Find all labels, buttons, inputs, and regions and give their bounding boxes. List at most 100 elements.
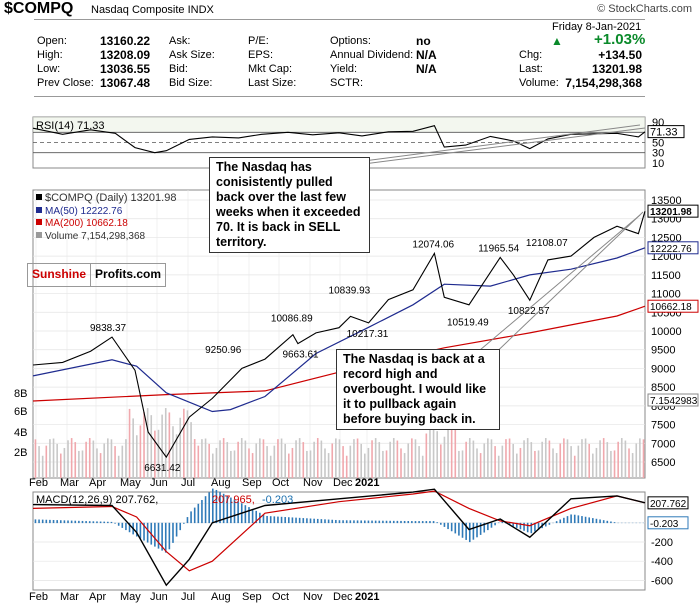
price-point-label: 9250.96 (205, 345, 242, 356)
macd-signal-label: 207.965, (212, 494, 255, 506)
macd-histogram-bar (570, 514, 572, 524)
macd-histogram-bar (476, 522, 478, 538)
price-point-label: 10822.57 (508, 306, 550, 317)
volume-bar (588, 443, 591, 478)
volume-bar (573, 455, 576, 478)
volume-bar (230, 450, 232, 478)
macd-histogram-bar (432, 521, 435, 524)
volume-bar (157, 429, 160, 478)
rsi-tick-label: 50 (652, 138, 664, 150)
quote-label: Yield: (330, 63, 358, 75)
volume-bar (150, 415, 153, 478)
volume-bar (251, 453, 254, 478)
macd-histogram-bar (306, 518, 308, 524)
macd-histogram-bar (103, 521, 106, 524)
volume-bar (99, 453, 102, 478)
legend-swatch (36, 207, 42, 213)
macd-histogram-bar (364, 520, 366, 524)
volume-bar (201, 439, 203, 478)
volume-bar (559, 443, 562, 478)
logo-part1: Sunshine (28, 264, 92, 286)
price-point-label: 10086.89 (271, 314, 313, 325)
volume-bar (443, 436, 446, 478)
up-arrow-icon: ▲ (551, 34, 563, 48)
volume-bar (277, 439, 279, 478)
month-label: Sep (242, 591, 262, 603)
quote-value: +134.50 (598, 48, 642, 62)
macd-histogram-bar (99, 521, 102, 524)
quote-label: Low: (37, 63, 61, 75)
macd-histogram-bar (602, 520, 605, 524)
month-label: Jul (181, 591, 195, 603)
macd-histogram-bar (107, 521, 109, 524)
macd-histogram-bar (382, 520, 384, 524)
macd-histogram-bar (544, 522, 547, 527)
quote-value: 13201.98 (591, 62, 642, 76)
quote-label: High: (37, 49, 63, 61)
rsi-last-label: 71.33 (650, 127, 678, 139)
macd-histogram-bar (566, 516, 569, 524)
watermark: © StockCharts.com (597, 3, 692, 15)
volume-bar (190, 422, 192, 478)
month-label: Apr (89, 477, 106, 489)
macd-histogram-bar (345, 520, 348, 524)
quote-label: SCTR: (330, 77, 363, 89)
volume-bar (371, 440, 373, 478)
volume-bar (592, 453, 594, 478)
macd-histogram-bar (613, 522, 616, 524)
quote-value: 13160.22 (100, 34, 151, 48)
volume-bar (613, 450, 616, 478)
macd-histogram-bar (342, 520, 344, 524)
volume-bar (432, 423, 435, 478)
volume-bar (523, 440, 525, 478)
month-label: Mar (60, 591, 79, 603)
macd-tick-label: -400 (651, 556, 673, 568)
macd-hist-last-label: -0.203 (650, 519, 679, 530)
volume-bar (211, 453, 214, 478)
price-point-label: 10217.31 (347, 329, 389, 340)
volume-bar (414, 439, 417, 478)
volume-bar (56, 443, 58, 478)
month-label: 2021 (355, 477, 379, 489)
macd-histogram-bar (396, 520, 399, 524)
volume-bar (454, 428, 457, 478)
quote-label: Last: (519, 63, 543, 75)
month-label: Aug (211, 477, 231, 489)
volume-bar (110, 439, 113, 478)
volume-bar (353, 439, 355, 478)
volume-bar (63, 447, 66, 478)
quote-value: N/A (416, 62, 437, 76)
macd-histogram-bar (559, 519, 562, 524)
volume-bar (172, 426, 174, 478)
volume-bar (128, 408, 131, 478)
price-tick-label: 7500 (651, 420, 675, 432)
macd-histogram-bar (512, 522, 514, 527)
volume-bar (418, 446, 420, 478)
volume-bar (262, 439, 265, 478)
macd-histogram-bar (367, 520, 370, 524)
volume-bar (78, 450, 80, 478)
volume-bar (374, 438, 377, 478)
macd-histogram-bar (56, 520, 58, 524)
macd-last-box (647, 496, 689, 510)
volume-bar (392, 438, 395, 478)
volume-bar (476, 448, 478, 478)
volume-bar (41, 455, 44, 478)
quote-label: Annual Dividend: (330, 49, 414, 61)
month-label: Aug (211, 591, 231, 603)
volume-bar (389, 441, 391, 478)
volume-bar (96, 448, 98, 478)
volume-bar (338, 439, 341, 478)
volume-bar (345, 455, 348, 478)
legend-swatch (36, 219, 42, 225)
macd-histogram-bar (204, 496, 207, 524)
macd-frame (32, 491, 646, 591)
change-percent: +1.03% (594, 31, 646, 48)
month-label: Feb (29, 477, 48, 489)
ma50-line (32, 247, 646, 413)
price-tick-label: 10000 (651, 326, 682, 338)
volume-bar (88, 438, 91, 478)
volume-bar (635, 443, 638, 478)
price-point-label: 9838.37 (90, 323, 127, 334)
volume-bar (107, 438, 109, 478)
